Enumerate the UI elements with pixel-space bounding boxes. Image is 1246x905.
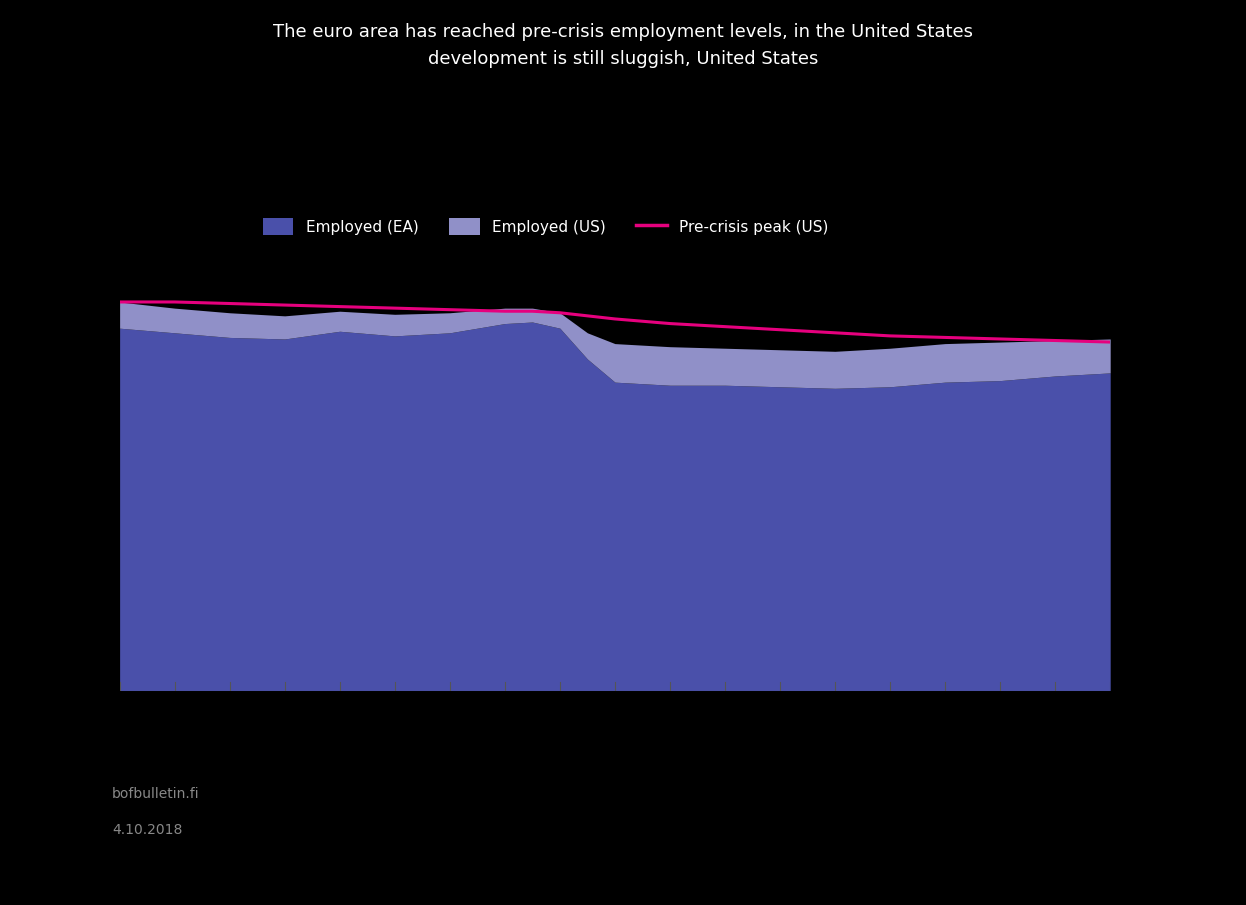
Text: The euro area has reached pre-crisis employment levels, in the United States: The euro area has reached pre-crisis emp… [273, 23, 973, 41]
Text: 4.10.2018: 4.10.2018 [112, 824, 182, 837]
Text: development is still sluggish, United States: development is still sluggish, United St… [427, 50, 819, 68]
Text: bofbulletin.fi: bofbulletin.fi [112, 787, 199, 801]
Legend: Employed (EA), Employed (US), Pre-crisis peak (US): Employed (EA), Employed (US), Pre-crisis… [257, 212, 835, 242]
